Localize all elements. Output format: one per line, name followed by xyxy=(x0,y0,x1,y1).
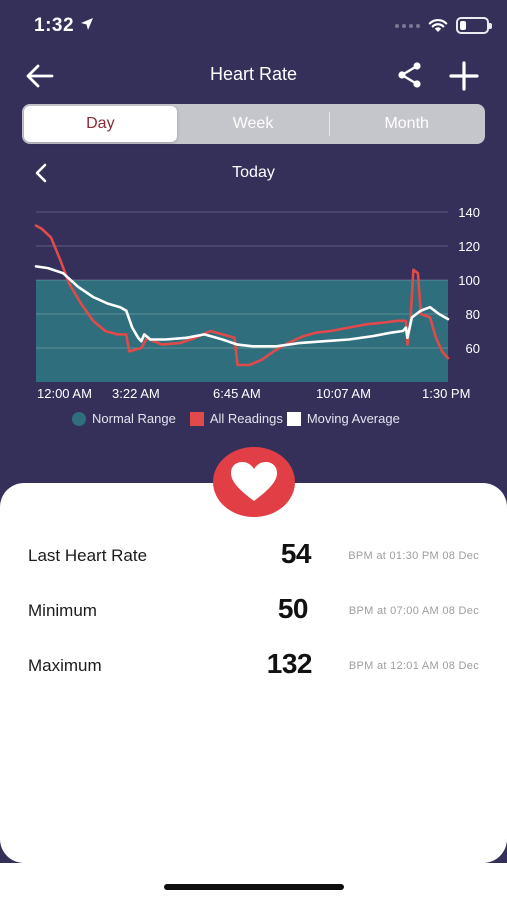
legend-label-moving-average: Moving Average xyxy=(306,411,400,426)
legend-item-normal-range: Normal Range xyxy=(72,411,176,426)
tab-day[interactable]: Day xyxy=(24,106,177,142)
series-line-all-readings xyxy=(34,224,450,367)
nav-bar: Heart Rate xyxy=(0,52,507,98)
share-icon[interactable] xyxy=(395,60,425,90)
stat-value: 132 xyxy=(266,648,313,679)
y-tick-label: 120 xyxy=(458,239,480,254)
stat-detail: BPM at 12:01 AM 08 Dec xyxy=(348,660,479,672)
x-tick-label: 1:30 PM xyxy=(422,386,470,401)
location-arrow-icon xyxy=(81,18,93,30)
period-navigator: Today xyxy=(0,156,507,190)
bottom-area xyxy=(0,863,507,900)
stat-label: Minimum xyxy=(28,601,97,620)
y-tick-label: 100 xyxy=(458,273,480,288)
legend-swatch-moving-average xyxy=(286,411,301,426)
y-tick-label: 140 xyxy=(458,205,480,220)
x-tick-label: 3:22 AM xyxy=(112,386,160,401)
stat-detail: BPM at 01:30 PM 08 Dec xyxy=(348,550,479,562)
legend-item-moving-average: Moving Average xyxy=(286,411,400,426)
legend-item-all-readings: All Readings xyxy=(189,411,283,426)
tab-divider xyxy=(329,112,331,136)
legend-label-all-readings: All Readings xyxy=(209,411,283,426)
legend-label-normal-range: Normal Range xyxy=(92,411,176,426)
status-bar: 1:32 xyxy=(0,0,507,50)
wifi-icon xyxy=(428,19,448,32)
page-title: Heart Rate xyxy=(209,64,298,84)
stat-row-minimum: Minimum 50 BPM at 07:00 AM 08 Dec xyxy=(28,593,488,633)
x-tick-label: 12:00 AM xyxy=(37,386,92,401)
chart-legend: Normal Range All Readings Moving Average xyxy=(72,411,402,426)
series-line-moving-average xyxy=(34,265,450,348)
period-label: Today xyxy=(232,164,275,181)
stat-row-last-heart-rate: Last Heart Rate 54 BPM at 01:30 PM 08 De… xyxy=(28,538,488,578)
heart-badge xyxy=(213,447,295,517)
y-tick-label: 60 xyxy=(466,341,480,356)
cellular-signal-icon xyxy=(395,23,420,28)
stat-value: 54 xyxy=(280,538,312,569)
tab-month[interactable]: Month xyxy=(384,115,429,132)
stat-value: 50 xyxy=(277,593,309,624)
heart-icon xyxy=(231,462,277,501)
home-indicator[interactable] xyxy=(164,884,344,890)
stat-label: Maximum xyxy=(28,656,102,675)
period-segmented-control: Day Week Month xyxy=(22,104,485,144)
status-indicators xyxy=(395,17,492,34)
legend-swatch-all-readings xyxy=(189,411,204,426)
add-icon[interactable] xyxy=(447,59,481,93)
x-tick-label: 6:45 AM xyxy=(213,386,261,401)
stat-label: Last Heart Rate xyxy=(28,546,148,565)
stats-card xyxy=(0,483,507,863)
heart-rate-chart: 60 80 100 120 140 12:00 AM 3:22 AM 6:45 AM 10:07… xyxy=(0,196,507,436)
stat-row-maximum: Maximum 132 BPM at 12:01 AM 08 Dec xyxy=(28,648,488,688)
x-tick-label: 10:07 AM xyxy=(316,386,371,401)
battery-icon xyxy=(456,17,492,34)
normal-range-band xyxy=(36,280,448,382)
stat-detail: BPM at 07:00 AM 08 Dec xyxy=(348,605,479,617)
y-tick-label: 80 xyxy=(466,307,480,322)
chevron-left-icon[interactable] xyxy=(30,160,54,186)
legend-swatch-normal-range xyxy=(72,411,86,426)
heart-rate-chart-svg: 60 80 100 120 140 12:00 AM 3:22 AM 6:45 AM 10:07… xyxy=(34,205,480,401)
back-arrow-icon[interactable] xyxy=(24,60,56,92)
status-time: 1:32 xyxy=(34,15,75,36)
tab-week[interactable]: Week xyxy=(232,115,274,132)
